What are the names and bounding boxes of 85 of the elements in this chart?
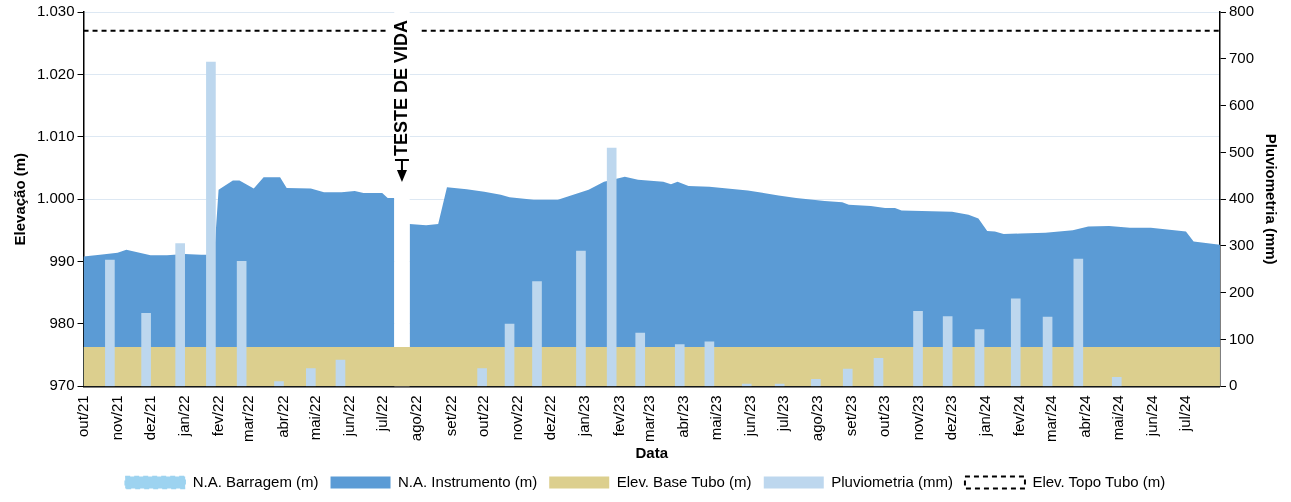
bar [704, 341, 715, 387]
bar [942, 316, 953, 387]
x-tick-label: jun/23 [741, 395, 759, 438]
bar [842, 368, 853, 387]
x-tick-label: mai/22 [306, 395, 324, 441]
x-tick-label: jul/24 [1176, 395, 1194, 433]
bar [305, 368, 316, 387]
bar [576, 250, 586, 387]
bar [532, 281, 542, 387]
bar [105, 259, 115, 387]
legend-label: N.A. Instrumento (m) [398, 472, 538, 490]
x-tick-label: ago/22 [407, 395, 425, 442]
x-tick-label: ago/23 [808, 395, 826, 442]
bar [1111, 377, 1122, 387]
y-axis-title: Elevação (m) [11, 152, 29, 246]
x-tick-label: set/22 [441, 395, 459, 437]
x-tick-label: fev/24 [1010, 395, 1028, 437]
bar [335, 359, 346, 387]
y2-tick-label: 100 [1228, 329, 1254, 347]
x-tick-label: jul/22 [373, 395, 391, 433]
bar [175, 243, 185, 387]
x-tick-label: dez/22 [541, 395, 559, 441]
x-tick-label: dez/21 [140, 395, 158, 441]
x-tick-label: abr/23 [674, 395, 692, 438]
y2-tick-label: 600 [1228, 95, 1254, 113]
x-tick-label: dez/23 [942, 395, 960, 441]
bar [913, 311, 923, 387]
y-tick-label: 970 [49, 376, 75, 394]
legend-label: Pluviometria (mm) [831, 472, 953, 490]
y-tick-label: 1.030 [36, 2, 75, 20]
y2-tick-label: 500 [1228, 142, 1254, 160]
y2-axis-title: Pluviometria (mm) [1262, 133, 1280, 265]
y2-tick-label: 300 [1228, 236, 1254, 254]
x-tick-label: nov/23 [909, 395, 927, 441]
x-tick-label: fev/23 [609, 395, 627, 437]
bar [141, 312, 151, 387]
x-tick-label: nov/22 [508, 395, 526, 441]
y-tick-label: 1.000 [36, 189, 75, 207]
legend-label: Elev. Topo Tubo (m) [1032, 472, 1166, 490]
bar [477, 368, 487, 387]
x-tick-label: abr/22 [273, 395, 291, 438]
x-axis-title: Data [635, 444, 669, 462]
x-tick-label: out/21 [73, 395, 91, 438]
x-tick-label: nov/21 [107, 395, 125, 441]
bar [674, 344, 685, 387]
x-tick-label: out/22 [474, 395, 492, 438]
legend-label: Elev. Base Tubo (m) [616, 472, 752, 490]
bar [236, 261, 247, 387]
y2-tick-label: 200 [1228, 282, 1254, 300]
x-tick-label: fev/22 [208, 395, 226, 437]
x-tick-label: mar/22 [239, 395, 257, 442]
x-tick-label: jun/24 [1143, 395, 1161, 438]
bar [635, 332, 646, 387]
bar [974, 329, 985, 387]
legend-label: N.A. Barragem (m) [192, 472, 319, 490]
y2-tick-label: 700 [1228, 48, 1254, 66]
x-tick-label: jul/23 [774, 395, 792, 433]
x-tick-label: mar/24 [1042, 395, 1060, 442]
band-label: TESTE DE VIDA [390, 19, 411, 157]
x-tick-label: out/23 [875, 395, 893, 438]
bar [1010, 298, 1021, 387]
y2-tick-label: 0 [1228, 376, 1238, 394]
bar [873, 357, 884, 387]
bar [206, 61, 216, 387]
x-tick-label: abr/24 [1076, 395, 1094, 438]
bar [811, 378, 821, 387]
y-tick-label: 990 [49, 251, 75, 269]
bar [504, 323, 515, 387]
bar [1042, 316, 1053, 387]
x-tick-label: mai/23 [707, 395, 725, 441]
y-tick-label: 980 [49, 314, 75, 332]
x-tick-label: jan/23 [575, 395, 593, 438]
x-tick-label: mar/23 [640, 395, 658, 442]
x-tick-label: jun/22 [340, 395, 358, 438]
bar [1073, 258, 1084, 387]
x-tick-label: mai/24 [1109, 395, 1127, 441]
y2-tick-label: 400 [1228, 189, 1254, 207]
bar [274, 381, 284, 387]
bar [606, 147, 617, 387]
x-tick-label: jan/24 [976, 395, 994, 438]
y-tick-label: 1.020 [36, 64, 75, 82]
y-tick-label: 1.010 [36, 126, 75, 144]
x-tick-label: set/23 [842, 395, 860, 437]
y2-tick-label: 800 [1228, 2, 1254, 20]
x-tick-label: jan/22 [174, 395, 192, 438]
